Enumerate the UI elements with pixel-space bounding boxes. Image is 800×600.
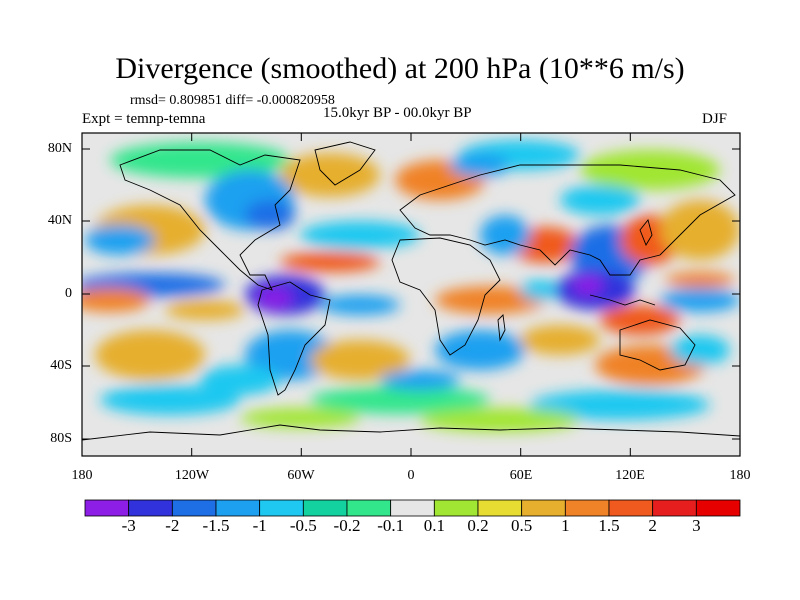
colorbar-swatch	[564, 499, 610, 517]
lon-label-0: 0	[407, 468, 415, 483]
colorbar-label: -0.1	[377, 516, 405, 535]
colorbar-label: 0.2	[467, 516, 489, 535]
colorbar-swatch	[521, 499, 566, 517]
colorbar	[84, 499, 741, 517]
colorbar-label: -0.2	[333, 516, 361, 535]
colorbar-swatch	[302, 499, 348, 517]
lat-label-80s: 80S	[50, 431, 72, 446]
colorbar-swatch	[477, 499, 523, 517]
colorbar-swatch	[433, 499, 479, 517]
season-label: DJF	[702, 111, 728, 127]
colorbar-label: -1	[252, 516, 267, 535]
colorbar-label: 0.5	[511, 516, 533, 535]
colorbar-label: -3	[121, 516, 136, 535]
colorbar-label: -1.5	[202, 516, 230, 535]
colorbar-swatch	[695, 499, 741, 517]
colorbar-swatch	[84, 499, 130, 517]
experiment-label: Expt = temnp-temna	[82, 111, 206, 127]
lat-label-40n: 40N	[47, 213, 72, 228]
lon-ticks	[191, 133, 631, 456]
lon-label-120e: 120E	[615, 468, 645, 483]
period-label: 15.0kyr BP - 00.0kyr BP	[323, 105, 472, 121]
colorbar-swatch	[652, 499, 697, 517]
lat-label-0: 0	[65, 286, 72, 301]
lon-label-180e: 180	[729, 468, 751, 483]
lon-label-60w: 60W	[287, 468, 315, 483]
colorbar-swatch	[346, 499, 392, 517]
lat-label-40s: 40S	[50, 358, 72, 373]
colorbar-swatch	[215, 499, 261, 517]
colorbar-label: 1.5	[598, 516, 620, 535]
colorbar-label: 1	[561, 516, 570, 535]
colorbar-label: 2	[648, 516, 657, 535]
colorbar-swatch	[390, 499, 435, 517]
coastlines	[82, 141, 740, 441]
colorbar-swatch	[128, 499, 173, 517]
lat-label-80n: 80N	[47, 141, 72, 156]
plot-title: Divergence (smoothed) at 200 hPa (10**6 …	[115, 52, 685, 85]
colorbar-label: -2	[165, 516, 180, 535]
colorbar-label: 0.1	[423, 516, 445, 535]
stats-text: rmsd= 0.809851 diff= -0.000820958	[130, 93, 335, 108]
colorbar-label: -0.5	[289, 516, 317, 535]
lon-label-120w: 120W	[174, 468, 210, 483]
colorbar-swatch	[608, 499, 654, 517]
lon-label-180w: 180	[71, 468, 93, 483]
colorbar-swatch	[171, 499, 217, 517]
lon-label-60e: 60E	[509, 468, 533, 483]
lat-ticks	[82, 148, 740, 440]
colorbar-swatch	[259, 499, 304, 517]
colorbar-label: 3	[692, 516, 701, 535]
divergence-field	[82, 133, 740, 456]
